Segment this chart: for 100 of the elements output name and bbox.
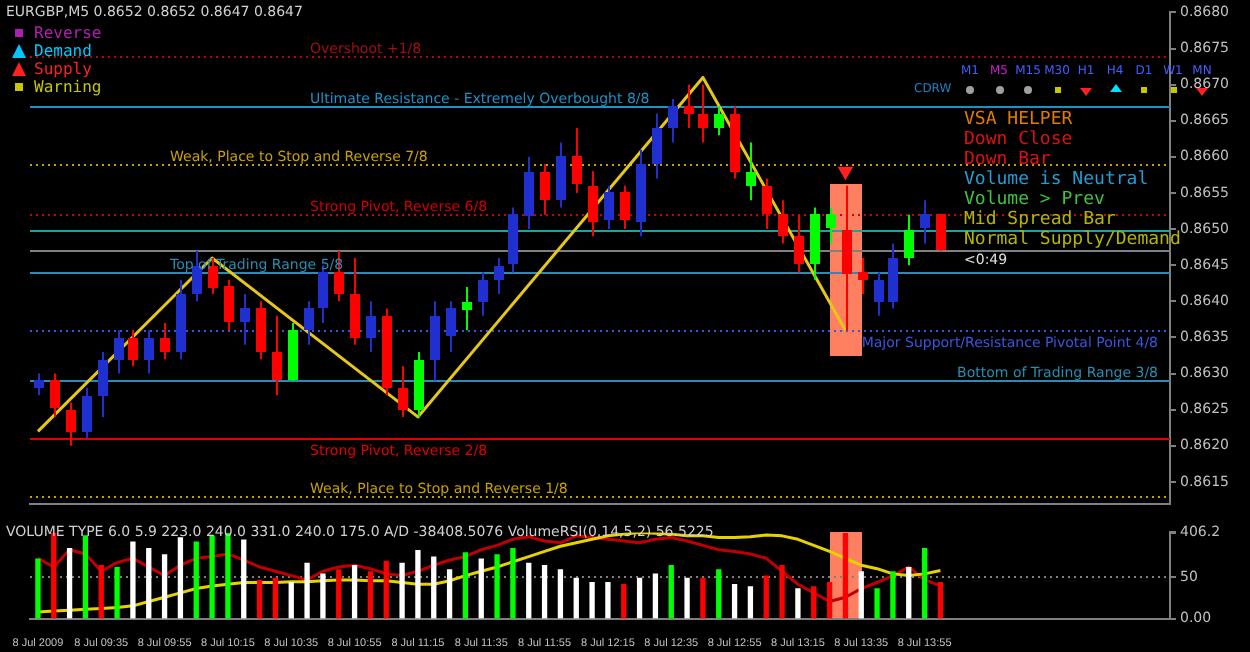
- candlestick: [524, 155, 534, 231]
- bar: [383, 560, 389, 619]
- bar: [621, 584, 627, 619]
- bar: [209, 535, 215, 619]
- bar: [937, 581, 944, 619]
- bar: [541, 564, 548, 619]
- bar: [446, 569, 453, 619]
- candlestick: [478, 271, 488, 317]
- bar: [98, 564, 104, 619]
- candlestick: [620, 184, 630, 231]
- bar: [161, 554, 168, 619]
- bar: [826, 581, 833, 619]
- candlestick: [904, 213, 914, 267]
- bar: [351, 564, 358, 619]
- bar: [336, 569, 342, 619]
- bar: [193, 541, 199, 619]
- bar: [462, 552, 469, 619]
- bar: [779, 564, 785, 619]
- candlestick: [144, 329, 154, 375]
- bar: [716, 569, 722, 619]
- candlestick: [936, 213, 946, 252]
- bar: [415, 550, 421, 619]
- candlestick: [826, 206, 836, 245]
- candlestick: [588, 170, 598, 238]
- candlestick: [430, 300, 440, 382]
- candlestick: [604, 184, 614, 231]
- bar: [526, 562, 532, 619]
- bar: [82, 535, 89, 619]
- bar: [921, 547, 928, 619]
- bar: [304, 562, 310, 619]
- bar: [177, 537, 184, 619]
- bar: [684, 577, 690, 619]
- candlestick: [272, 314, 282, 397]
- bar: [700, 577, 706, 619]
- bar: [146, 547, 152, 619]
- candlestick: [114, 329, 124, 375]
- bar: [399, 562, 405, 619]
- candlestick: [128, 329, 138, 368]
- candlestick: [240, 293, 250, 346]
- bar: [731, 584, 738, 619]
- candlestick: [858, 257, 868, 296]
- candlestick: [652, 112, 662, 180]
- candlestick: [794, 213, 804, 274]
- candlestick: [714, 105, 724, 137]
- bar: [795, 588, 801, 619]
- legend-label: Supply: [34, 60, 92, 78]
- candlestick: [398, 365, 408, 418]
- bar: [668, 564, 674, 619]
- candlestick: [684, 83, 694, 129]
- candlestick: [34, 372, 44, 397]
- annotation: Mid Spread Bar: [964, 210, 1116, 230]
- candlestick: [668, 98, 678, 144]
- candlestick: [540, 163, 550, 216]
- bar: [256, 579, 263, 619]
- candlestick: [920, 199, 930, 245]
- candlestick: [224, 278, 234, 332]
- bar: [320, 573, 326, 619]
- candlestick: [160, 322, 170, 361]
- bar: [130, 541, 136, 619]
- bar: [858, 571, 864, 619]
- bar: [636, 577, 643, 619]
- candlestick: [572, 126, 582, 194]
- candlestick: [778, 199, 788, 245]
- bar: [367, 571, 374, 619]
- candlestick: [494, 257, 504, 296]
- candlestick: [842, 184, 852, 332]
- bar: [557, 569, 564, 619]
- candlestick: [762, 177, 772, 231]
- bar: [51, 533, 57, 619]
- candlestick: [446, 300, 456, 353]
- bar: [225, 533, 231, 619]
- bar: [478, 558, 484, 619]
- annotation: Volume is Neutral: [964, 170, 1149, 190]
- candlestick: [746, 141, 756, 202]
- annotation: Down Close: [964, 130, 1073, 150]
- bar: [431, 556, 437, 619]
- candlestick: [462, 285, 472, 332]
- candlestick: [888, 242, 898, 310]
- bar: [272, 577, 279, 619]
- candlestick: [208, 257, 218, 296]
- candlestick: [82, 387, 92, 440]
- candlestick: [192, 249, 202, 303]
- bar: [842, 533, 849, 619]
- bar: [494, 554, 500, 619]
- candlestick: [50, 372, 60, 418]
- bar: [605, 581, 611, 619]
- legend-label: Warning: [34, 78, 102, 96]
- bar: [874, 588, 880, 619]
- bar: [906, 567, 912, 619]
- bar: [288, 581, 294, 619]
- candlestick: [350, 257, 360, 346]
- annotation: Down Bar: [964, 150, 1051, 170]
- candlestick: [874, 271, 884, 317]
- bar: [114, 567, 120, 619]
- bar: [747, 586, 754, 619]
- candlestick: [366, 300, 376, 353]
- candlestick: [256, 300, 266, 361]
- legend-label: Reverse: [34, 24, 102, 42]
- bar: [890, 571, 896, 619]
- bar: [66, 547, 73, 619]
